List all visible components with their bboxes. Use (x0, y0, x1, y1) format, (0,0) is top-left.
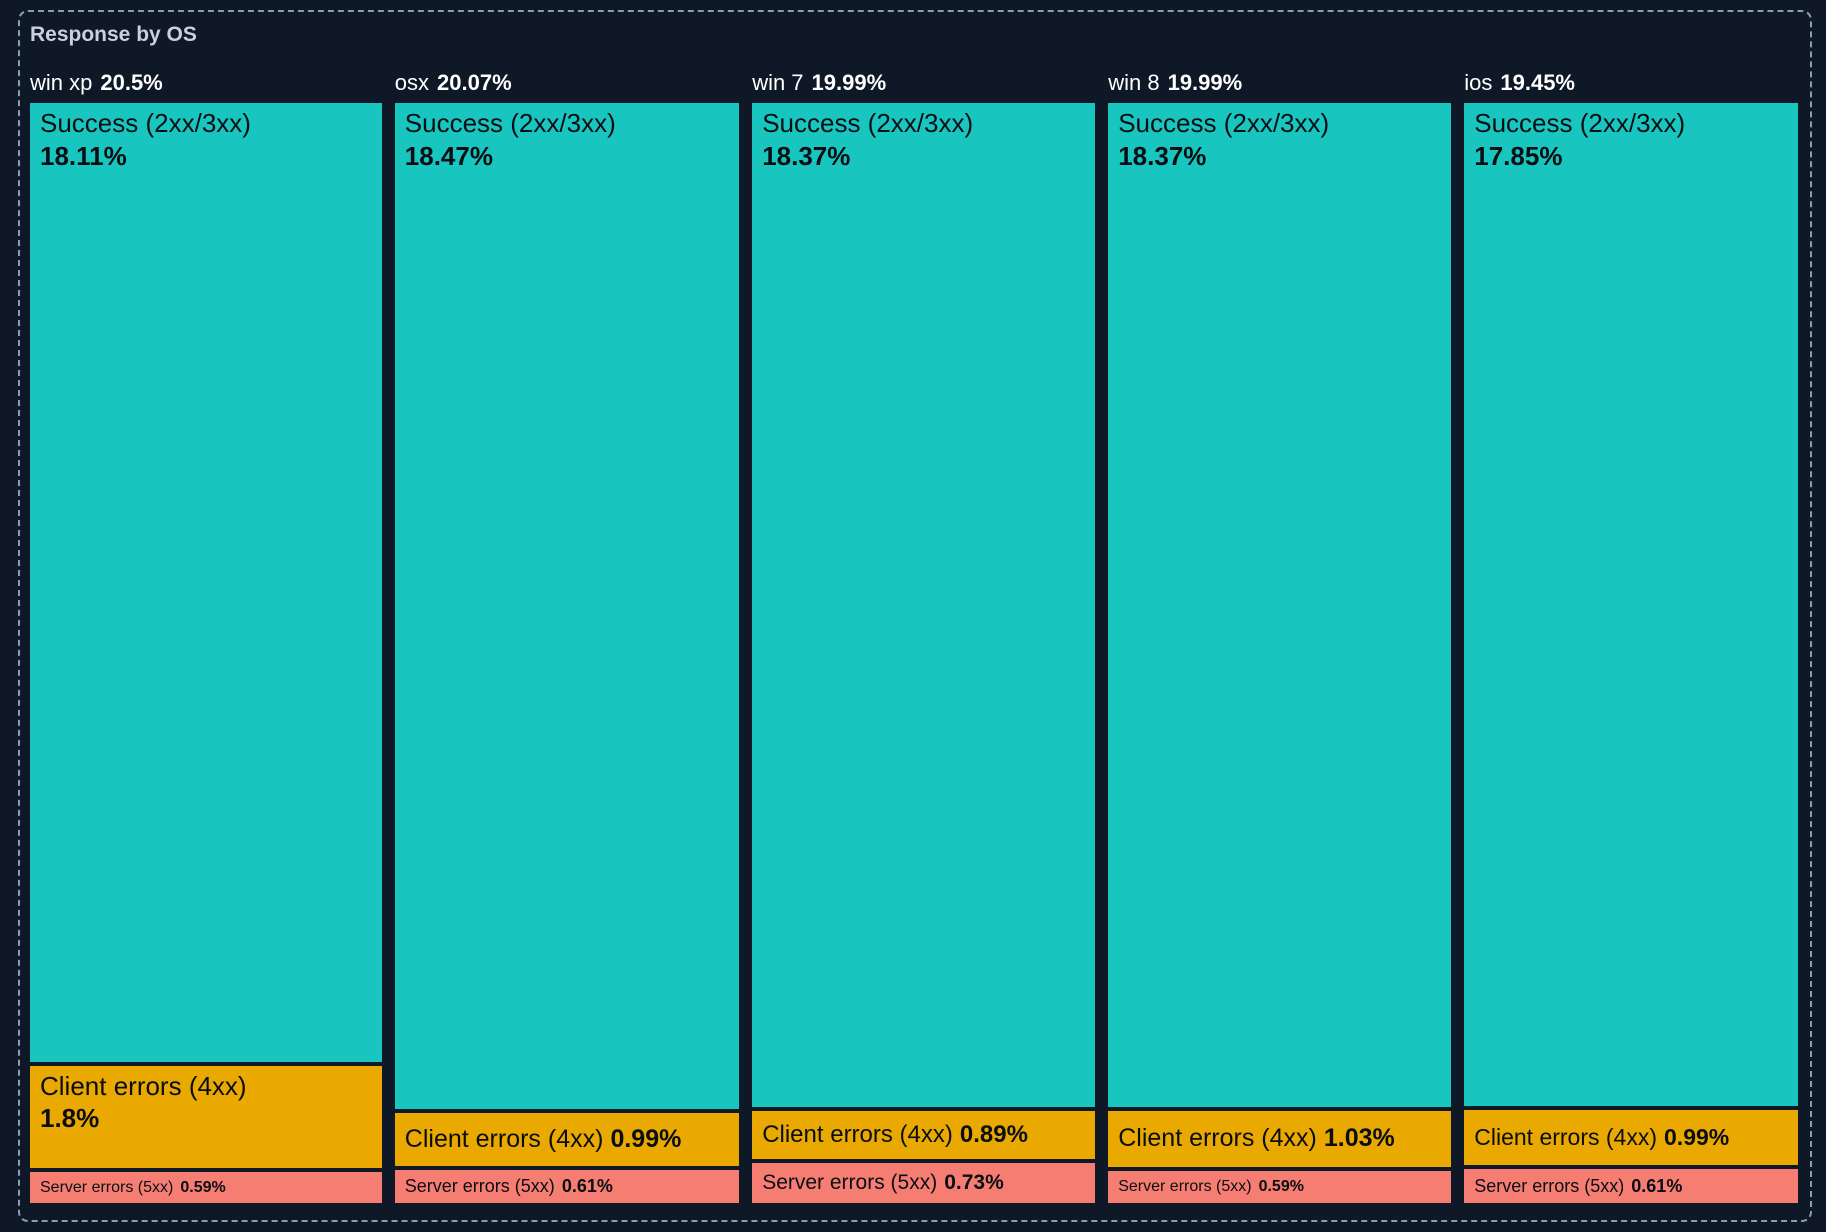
segment-value: 0.61% (1631, 1175, 1683, 1196)
segment-client-errors[interactable]: Client errors (4xx) 0.99% (394, 1112, 740, 1167)
os-share: 20.07% (437, 70, 512, 95)
segment-label: Client errors (4xx) (762, 1121, 953, 1149)
segment-stack: Success (2xx/3xx) 18.37% Client errors (… (752, 103, 1096, 1203)
treemap-column-ios: ios 19.45% Success (2xx/3xx) 17.85% Clie… (1464, 70, 1799, 1203)
segment-label: Client errors (4xx) (404, 1124, 604, 1153)
treemap-column-osx: osx 20.07% Success (2xx/3xx) 18.47% Clie… (394, 70, 740, 1203)
segment-value: 18.37% (762, 140, 851, 171)
segment-stack: Success (2xx/3xx) 17.85% Client errors (… (1464, 103, 1799, 1203)
treemap-column-win-7: win 7 19.99% Success (2xx/3xx) 18.37% Cl… (752, 70, 1096, 1203)
segment-value: 0.99% (1664, 1124, 1730, 1151)
segment-server-errors[interactable]: Server errors (5xx) 0.59% (1108, 1171, 1452, 1204)
os-header-ios[interactable]: ios 19.45% (1464, 70, 1798, 96)
os-header-win-7[interactable]: win 7 19.99% (752, 70, 1095, 96)
segment-server-errors[interactable]: Server errors (5xx) 0.61% (1464, 1169, 1799, 1203)
segment-label: Success (2xx/3xx) (404, 108, 616, 138)
segment-server-errors[interactable]: Server errors (5xx) 0.73% (752, 1163, 1096, 1203)
os-share: 20.5% (100, 70, 163, 95)
segment-success[interactable]: Success (2xx/3xx) 18.37% (1108, 103, 1452, 1108)
panel-title: Response by OS (30, 23, 197, 46)
segment-label: Server errors (5xx) (1474, 1175, 1625, 1196)
segment-server-errors[interactable]: Server errors (5xx) 0.61% (394, 1170, 740, 1203)
segment-client-errors[interactable]: Client errors (4xx) 1.03% (1108, 1111, 1452, 1168)
os-name: win 7 (752, 70, 804, 95)
os-name: win xp (30, 70, 93, 95)
segment-label: Server errors (5xx) (40, 1178, 174, 1196)
os-name: osx (394, 70, 430, 95)
segment-success[interactable]: Success (2xx/3xx) 18.11% (30, 103, 382, 1062)
segment-value: 0.89% (959, 1121, 1028, 1149)
os-header-win-8[interactable]: win 8 19.99% (1108, 70, 1451, 96)
segment-label: Success (2xx/3xx) (1118, 108, 1330, 138)
segment-label: Success (2xx/3xx) (1474, 108, 1686, 138)
segment-label: Server errors (5xx) (1118, 1178, 1252, 1196)
segment-label: Client errors (4xx) (1118, 1124, 1317, 1153)
segment-stack: Success (2xx/3xx) 18.11% Client errors (… (30, 103, 382, 1203)
segment-value: 18.47% (404, 140, 493, 171)
segment-client-errors[interactable]: Client errors (4xx) 0.89% (752, 1111, 1096, 1160)
response-by-os-panel: Response by OS win xp 20.5% Success (2xx… (18, 10, 1812, 1222)
os-header-win-xp[interactable]: win xp 20.5% (30, 70, 382, 96)
segment-value: 1.03% (1323, 1124, 1395, 1153)
os-name: win 8 (1108, 70, 1160, 95)
segment-value: 18.37% (1118, 140, 1207, 171)
treemap-column-win-xp: win xp 20.5% Success (2xx/3xx) 18.11% Cl… (30, 70, 382, 1203)
segment-value: 0.59% (180, 1178, 226, 1196)
segment-value: 1.8% (40, 1103, 100, 1134)
segment-value: 18.11% (40, 140, 127, 171)
segment-stack: Success (2xx/3xx) 18.47% Client errors (… (394, 103, 740, 1203)
segment-stack: Success (2xx/3xx) 18.37% Client errors (… (1108, 103, 1452, 1204)
os-header-osx[interactable]: osx 20.07% (395, 70, 739, 96)
segment-label: Server errors (5xx) (762, 1171, 938, 1195)
segment-value: 0.61% (561, 1176, 613, 1197)
os-share: 19.45% (1500, 70, 1575, 95)
segment-value: 17.85% (1474, 140, 1563, 171)
treemap-column-win-8: win 8 19.99% Success (2xx/3xx) 18.37% Cl… (1108, 70, 1452, 1204)
segment-success[interactable]: Success (2xx/3xx) 17.85% (1464, 103, 1799, 1106)
segment-label: Client errors (4xx) (40, 1070, 247, 1101)
segment-value: 0.73% (944, 1171, 1004, 1195)
segment-label: Success (2xx/3xx) (40, 108, 251, 138)
segment-label: Client errors (4xx) (1474, 1124, 1658, 1151)
segment-value: 0.59% (1258, 1178, 1304, 1196)
segment-client-errors[interactable]: Client errors (4xx) 0.99% (1464, 1109, 1799, 1165)
segment-success[interactable]: Success (2xx/3xx) 18.47% (394, 103, 740, 1109)
segment-label: Success (2xx/3xx) (762, 108, 974, 138)
segment-value: 0.99% (610, 1124, 682, 1153)
segment-client-errors[interactable]: Client errors (4xx) 1.8% (30, 1065, 382, 1169)
os-share: 19.99% (1167, 70, 1243, 95)
segment-label: Server errors (5xx) (404, 1176, 555, 1197)
os-name: ios (1464, 70, 1493, 95)
treemap-chart: win xp 20.5% Success (2xx/3xx) 18.11% Cl… (30, 70, 1799, 1204)
segment-success[interactable]: Success (2xx/3xx) 18.37% (752, 103, 1096, 1108)
os-share: 19.99% (811, 70, 887, 95)
segment-server-errors[interactable]: Server errors (5xx) 0.59% (30, 1172, 382, 1203)
